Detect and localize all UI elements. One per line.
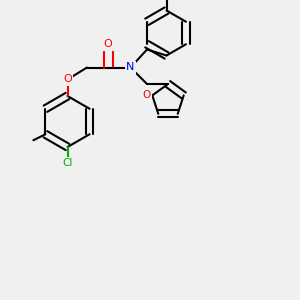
Text: O: O [63,74,72,85]
Text: N: N [126,62,135,73]
Text: O: O [142,90,150,100]
Text: O: O [103,39,112,50]
Text: Cl: Cl [62,158,73,169]
